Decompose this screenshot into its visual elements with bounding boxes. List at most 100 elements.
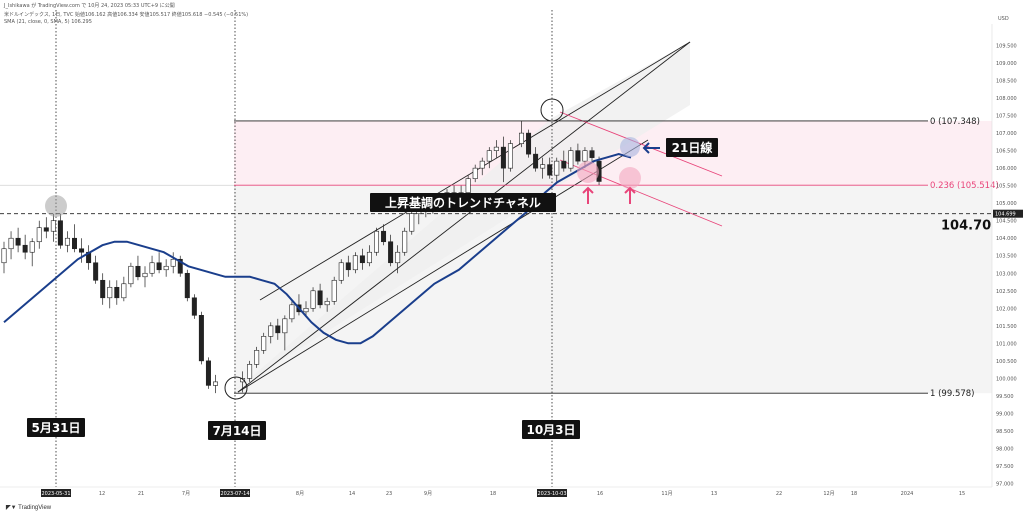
x-tick-label: 18 [490,491,496,497]
candle-body [107,286,113,299]
candle-body [114,286,120,299]
candle-body [36,227,42,243]
candle-body [8,237,14,250]
x-tick-label: 2024 [901,491,914,497]
candle-body [149,262,155,274]
y-tick-label: 98.000 [996,446,1014,452]
tradingview-logo-icon: ◤▼ [6,505,17,511]
candle-body [93,262,99,281]
date-label-1003-box [522,420,580,439]
candle-body [198,315,204,362]
y-tick-label: 97.500 [996,464,1014,470]
y-tick-label: 100.000 [996,376,1017,382]
x-tick-label: 2023-05-31 [41,491,70,497]
y-tick-label: 109.500 [996,44,1017,50]
x-tick-label: 12 [99,491,105,497]
candle-body [310,290,316,309]
x-tick-label: 18 [851,491,857,497]
candle-body [540,164,546,169]
candle-body [213,381,219,386]
candle-body [205,360,211,386]
channel-fill [234,42,690,392]
y-tick-label: 100.500 [996,359,1017,365]
candle-body [345,262,351,271]
candle-body [409,213,415,232]
candle-body [57,220,63,246]
candle-body [486,150,492,162]
candle-body [526,132,532,155]
candle-body [331,279,337,302]
y-tick-label: 104.500 [996,219,1017,225]
candle-body [533,153,539,169]
candle-body [395,251,401,264]
candle-body [43,227,49,232]
y-tick-label: 108.500 [996,79,1017,85]
candle-body [254,350,260,365]
y-tick-label: 109.000 [996,61,1017,67]
y-tick-label: 102.500 [996,289,1017,295]
blue-circle-marker [620,137,640,157]
gray-circle-marker [45,195,67,217]
horizontal-line-label: 104.70 [941,219,991,234]
candle-body [282,318,288,334]
candle-body [247,364,253,379]
y-tick-label: 104.000 [996,236,1017,242]
date-label-1003: 10月3日 [526,423,575,437]
fib-label: 1 (99.578) [930,389,974,399]
candle-body [261,336,267,351]
x-tick-label: 21 [138,491,144,497]
y-tick-label: 101.000 [996,341,1017,347]
candle-body [191,297,197,316]
y-tick-label: 97.000 [996,481,1014,487]
candle-body [275,325,281,334]
candle-body [72,237,78,250]
date-label-0714: 7月14日 [212,424,261,438]
pink-up-arrow [624,186,636,204]
candle-body [184,272,190,299]
candle-body [554,160,560,176]
fib-label: 0.236 (105.514) [930,181,999,191]
high-circle-marker [540,98,564,122]
date-label-0714-box [208,421,266,440]
candle-body [79,248,85,253]
candle-body [324,300,330,306]
candle-body [240,378,246,383]
candle-body [268,325,274,337]
pink-circle-marker [619,167,641,189]
x-tick-label: 9月 [424,491,432,497]
x-tick-label: 15 [959,491,965,497]
candle-body [15,237,21,246]
candle-body [317,290,323,306]
x-tick-date-badge [537,489,567,497]
candle-body [1,248,7,264]
x-tick-label: 12月 [823,491,834,497]
sma-label-box [666,138,718,157]
y-tick-label: 108.000 [996,96,1017,102]
x-tick-label: 2023-10-03 [537,491,566,497]
date-label-0531: 5月31日 [31,421,80,435]
channel-lower-line [237,139,649,393]
candle-body [142,272,148,278]
y-tick-label: 101.500 [996,324,1017,330]
channel-label: 上昇基調のトレンドチャネル [385,195,541,210]
candle-body [479,160,485,169]
candle-body [589,150,595,158]
sma-label: 21日線 [672,140,713,155]
candle-body [50,220,56,232]
candle-body [170,258,176,267]
x-tick-label: 8月 [296,491,304,497]
y-tick-label: 103.000 [996,271,1017,277]
y-tick-label: 106.500 [996,149,1017,155]
x-tick-label: 13 [711,491,717,497]
candle-body [381,230,387,243]
candle-body [163,265,169,271]
candle-body [22,244,28,253]
candle-body [547,164,553,176]
candle-body [64,237,70,246]
header-sma-info: SMA (21, close, 0, SMA, 5) 106.295 [4,19,92,25]
candle-body [402,230,408,253]
candle-body [135,265,141,278]
candle-body [303,308,309,313]
pink-channel-upper [559,111,723,177]
